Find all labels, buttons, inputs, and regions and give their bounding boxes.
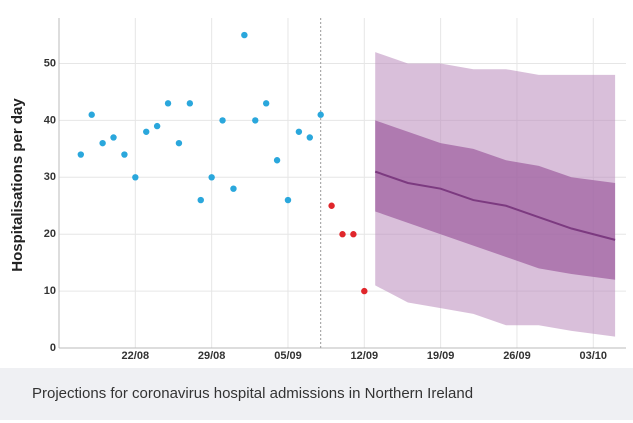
data-point [361, 287, 368, 295]
data-point [153, 122, 161, 130]
data-point [132, 174, 139, 181]
projection-band [375, 120, 616, 280]
data-point [262, 100, 270, 107]
y-tick-label: 30 [44, 171, 56, 183]
data-point [219, 117, 226, 124]
y-tick-label: 0 [50, 342, 56, 354]
data-point [252, 117, 259, 124]
y-tick-label: 10 [44, 285, 56, 297]
median-line [374, 170, 616, 241]
data-point [284, 196, 292, 204]
data-point [88, 111, 95, 118]
data-point [339, 231, 346, 238]
data-point [186, 100, 194, 107]
y-tick-label: 50 [44, 57, 56, 69]
x-tick-label: 19/09 [427, 350, 455, 362]
y-tick-label: 20 [44, 228, 56, 240]
data-point [175, 139, 183, 147]
data-point [143, 128, 150, 135]
x-tick-label: 03/10 [580, 350, 608, 362]
x-tick-label: 29/08 [198, 350, 226, 362]
data-point [110, 134, 117, 141]
data-point [208, 174, 215, 181]
data-point [99, 139, 106, 147]
data-point [164, 100, 172, 107]
data-point [241, 31, 248, 39]
data-point [77, 151, 85, 158]
caption: Projections for coronavirus hospital adm… [0, 368, 633, 420]
chart: Hospitalisations per day 0 10 20 30 40 50 22/0… [9, 18, 626, 362]
x-tick-label: 22/08 [122, 350, 150, 362]
data-point [328, 202, 335, 209]
data-point [350, 231, 357, 238]
data-point [317, 111, 324, 118]
data-point [295, 128, 303, 135]
x-tick-label: 26/09 [503, 350, 531, 362]
data-point [121, 151, 128, 158]
x-tick-label: 12/09 [351, 350, 379, 362]
data-point [306, 134, 313, 141]
data-point [197, 196, 204, 204]
data-point [273, 157, 281, 164]
x-tick-label: 05/09 [274, 350, 302, 362]
y-tick-label: 40 [44, 114, 56, 126]
data-point [230, 185, 237, 192]
y-axis-label: Hospitalisations per day [9, 98, 26, 272]
